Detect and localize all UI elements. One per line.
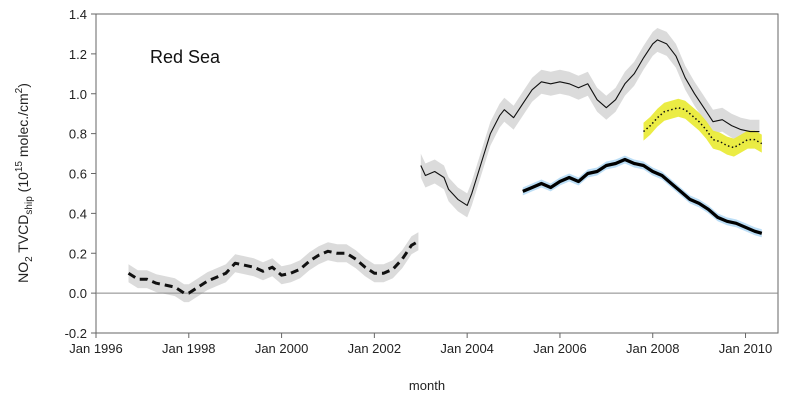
y-tick-label: 0.0	[69, 286, 87, 301]
series-4-band	[643, 98, 762, 157]
x-tick-label: Jan 1998	[162, 341, 216, 356]
y-axis: -0.2 0.0 0.2 0.4 0.6 0.8 1.0 1.2 1.4	[65, 7, 96, 341]
y-tick-label: 1.4	[69, 7, 87, 22]
y-label-no: NO	[15, 262, 31, 283]
y-label-tvcd: TVCD	[15, 215, 31, 253]
series-2-line	[420, 39, 760, 206]
x-tick-label: Jan 2010	[719, 341, 773, 356]
y-tick-label: 0.4	[69, 206, 87, 221]
y-tick-label: -0.2	[65, 326, 87, 341]
y-tick-label: 0.6	[69, 167, 87, 182]
x-tick-label: Jan 2000	[255, 341, 309, 356]
region-annotation: Red Sea	[150, 47, 221, 67]
y-label-unit-close: )	[15, 83, 31, 88]
y-axis-title: NO2 TVCDship (1015 molec./cm2)	[14, 83, 35, 283]
y-tick-label: 0.8	[69, 127, 87, 142]
y-label-unit-sup2: 2	[14, 87, 25, 93]
y-label-unit-mid: molec./cm	[15, 93, 31, 161]
x-tick-label: Jan 1996	[69, 341, 123, 356]
series-lines	[127, 39, 763, 295]
svg-text:NO2 TVCDship (1015 molec./cm2: NO2 TVCDship (1015 molec./cm2)	[14, 83, 35, 283]
x-tick-label: Jan 2008	[626, 341, 680, 356]
series-2-band	[420, 28, 760, 218]
y-label-no-sub: 2	[24, 256, 35, 262]
y-tick-label: 1.2	[69, 47, 87, 62]
x-tick-label: Jan 2002	[348, 341, 402, 356]
series-1-line	[127, 240, 420, 295]
series-3-line	[522, 157, 763, 235]
x-axis-title: month	[409, 378, 445, 393]
y-label-unit-sup: 15	[14, 161, 25, 173]
x-axis: Jan 1996 Jan 1998 Jan 2000 Jan 2002 Jan 2004…	[69, 333, 772, 356]
y-tick-label: 1.0	[69, 87, 87, 102]
y-tick-label: 0.2	[69, 246, 87, 261]
x-tick-label: Jan 2004	[440, 341, 494, 356]
x-tick-label: Jan 2006	[533, 341, 587, 356]
y-label-unit-open: (10	[15, 172, 31, 192]
y-label-ship-sub: ship	[24, 196, 35, 215]
